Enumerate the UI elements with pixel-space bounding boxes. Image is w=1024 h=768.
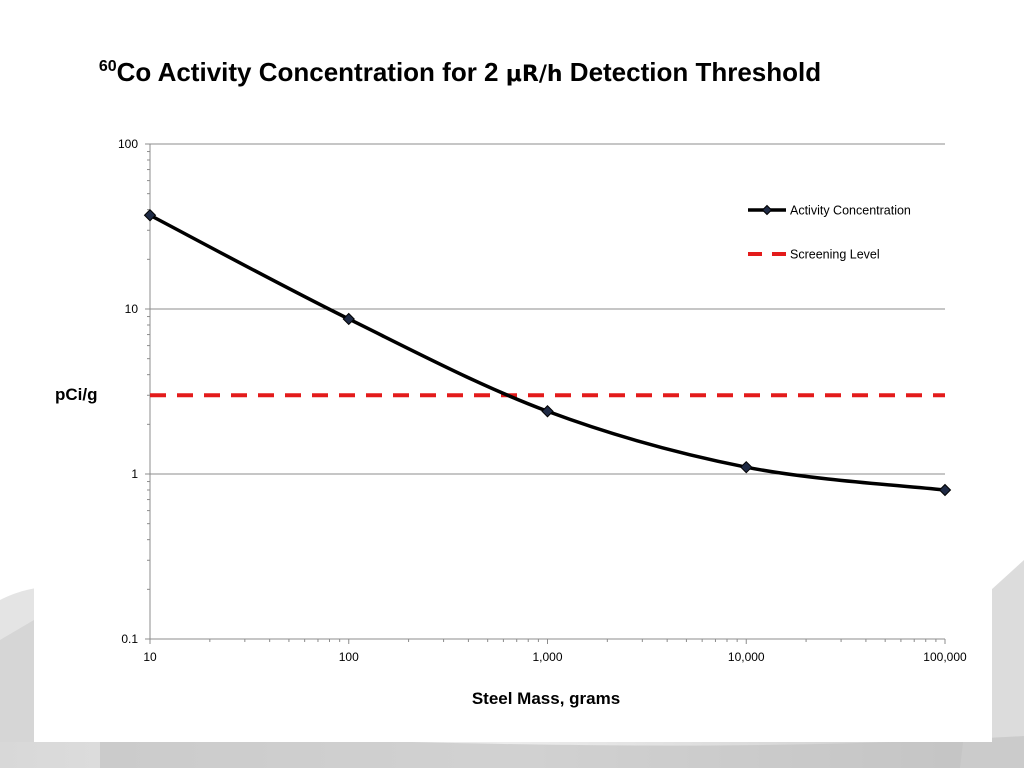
y-tick-label: 100	[118, 137, 138, 151]
slide-panel	[34, 0, 992, 742]
chart-title: 60Co Activity Concentration for 2 μR/h D…	[80, 55, 840, 92]
legend-marker	[761, 204, 773, 216]
y-tick-label: 10	[125, 302, 139, 316]
axes	[145, 143, 946, 644]
x-tick-label: 10	[143, 650, 157, 664]
legend: Activity Concentration Screening Level	[748, 204, 911, 262]
legend-label: Screening Level	[790, 248, 880, 262]
title-unit: μR/h	[505, 62, 563, 87]
isotope-mass-number: 60	[98, 58, 117, 75]
y-tick-label: 0.1	[121, 632, 138, 646]
tick-labels: 0.1 1 10 100 10 100 1,000 10,000 100,000	[118, 137, 967, 664]
x-tick-label: 1,000	[532, 650, 562, 664]
title-text-before-unit: Co Activity Concentration for 2	[116, 57, 506, 87]
x-tick-label: 100,000	[923, 650, 967, 664]
x-tick-label: 10,000	[728, 650, 765, 664]
data-point-marker	[541, 405, 554, 418]
x-axis-title: Steel Mass, grams	[472, 689, 620, 708]
gridlines	[150, 143, 945, 475]
series	[143, 209, 952, 497]
y-tick-label: 1	[131, 467, 138, 481]
data-point-marker	[342, 312, 355, 326]
title-text-after-unit: Detection Threshold	[562, 57, 822, 87]
y-axis-title: pCi/g	[55, 385, 98, 404]
data-point-marker	[938, 483, 952, 497]
data-point-marker	[740, 460, 753, 474]
x-tick-label: 100	[339, 650, 359, 664]
legend-label: Activity Concentration	[790, 204, 911, 218]
data-point-marker	[143, 209, 157, 222]
